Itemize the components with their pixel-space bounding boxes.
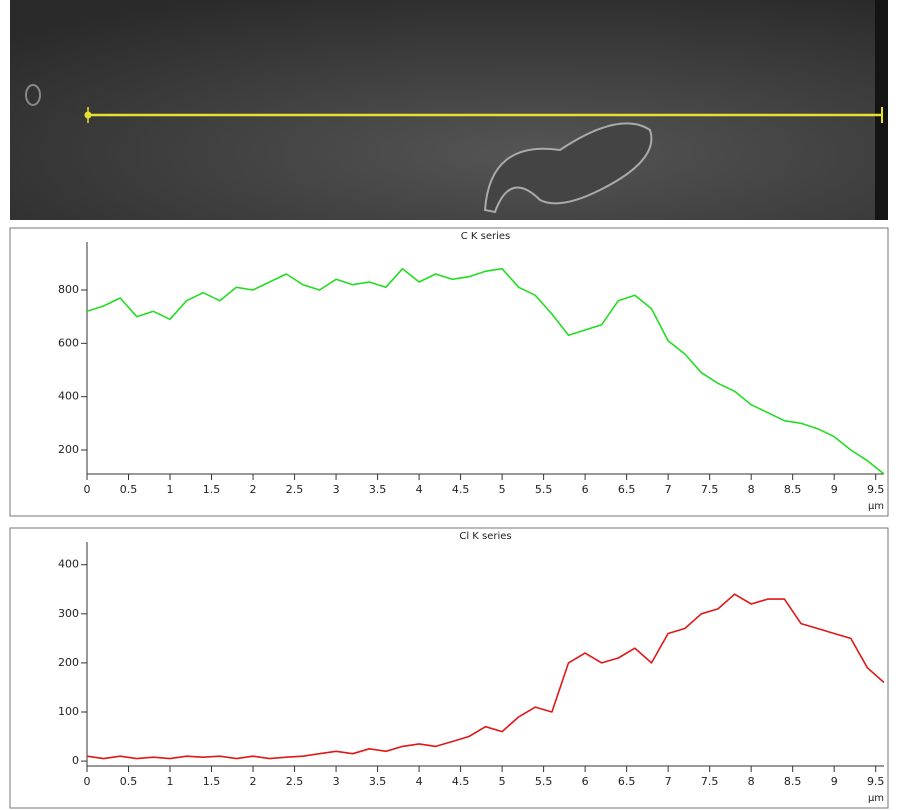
- x-tick-label: 1: [167, 775, 174, 788]
- y-tick-label: 0: [72, 754, 79, 767]
- x-tick-label: 7.5: [701, 775, 719, 788]
- x-tick-label: 7.5: [701, 483, 719, 496]
- x-tick-label: 4.5: [452, 483, 470, 496]
- panel-frame: [10, 228, 888, 516]
- y-tick-label: 400: [58, 558, 79, 571]
- x-tick-label: 2: [250, 483, 257, 496]
- x-axis-label: µm: [868, 501, 884, 512]
- y-tick-label: 800: [58, 283, 79, 296]
- x-tick-label: 0.5: [120, 775, 138, 788]
- x-tick-label: 7: [665, 483, 672, 496]
- x-tick-label: 1.5: [203, 775, 221, 788]
- y-tick-label: 100: [58, 705, 79, 718]
- x-tick-label: 3.5: [369, 775, 387, 788]
- x-tick-label: 6.5: [618, 775, 636, 788]
- y-tick-label: 200: [58, 443, 79, 456]
- chart-title: Cl K series: [459, 531, 511, 542]
- y-tick-label: 400: [58, 390, 79, 403]
- x-tick-label: 1: [167, 483, 174, 496]
- x-tick-label: 1.5: [203, 483, 221, 496]
- x-tick-label: 9: [831, 775, 838, 788]
- x-tick-label: 0.5: [120, 483, 138, 496]
- x-tick-label: 2: [250, 775, 257, 788]
- x-tick-label: 6.5: [618, 483, 636, 496]
- chart-title: C K series: [461, 231, 511, 242]
- x-tick-label: 9.5: [867, 483, 885, 496]
- x-tick-label: 3: [333, 483, 340, 496]
- x-tick-label: 3.5: [369, 483, 387, 496]
- page: C K series20040060080000.511.522.533.544…: [0, 0, 898, 810]
- x-tick-label: 9.5: [867, 775, 885, 788]
- x-tick-label: 9: [831, 483, 838, 496]
- x-tick-label: 2.5: [286, 483, 304, 496]
- x-tick-label: 3: [333, 775, 340, 788]
- x-axis-label: µm: [868, 793, 884, 804]
- x-tick-label: 4.5: [452, 775, 470, 788]
- x-tick-label: 4: [416, 483, 423, 496]
- y-tick-label: 300: [58, 607, 79, 620]
- x-tick-label: 0: [84, 775, 91, 788]
- x-tick-label: 2.5: [286, 775, 304, 788]
- x-tick-label: 5: [499, 775, 506, 788]
- x-tick-label: 8: [748, 483, 755, 496]
- x-tick-label: 6: [582, 775, 589, 788]
- x-tick-label: 5.5: [535, 483, 553, 496]
- y-tick-label: 200: [58, 656, 79, 669]
- x-tick-label: 8.5: [784, 775, 802, 788]
- sem-image: [10, 0, 888, 220]
- x-tick-label: 8: [748, 775, 755, 788]
- y-tick-label: 600: [58, 336, 79, 349]
- x-tick-label: 0: [84, 483, 91, 496]
- x-tick-label: 5.5: [535, 775, 553, 788]
- x-tick-label: 7: [665, 775, 672, 788]
- x-tick-label: 6: [582, 483, 589, 496]
- x-tick-label: 8.5: [784, 483, 802, 496]
- x-tick-label: 4: [416, 775, 423, 788]
- x-tick-label: 5: [499, 483, 506, 496]
